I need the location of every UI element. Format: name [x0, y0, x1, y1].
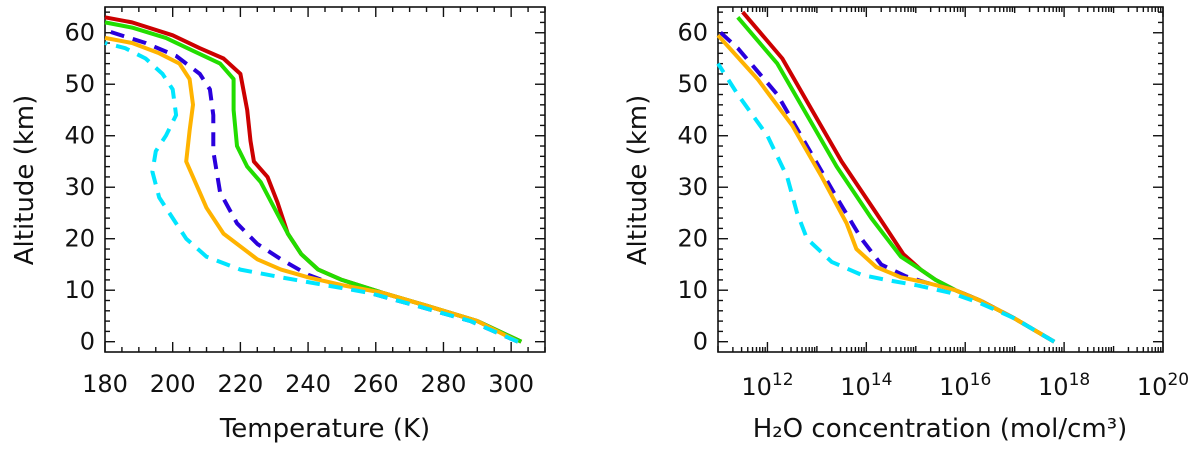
series-blue-line	[716, 28, 1056, 344]
series-orange-line	[104, 35, 519, 344]
x-tick-label: 280	[421, 370, 467, 398]
x-axis-title: H₂O concentration (mol/cm³)	[753, 414, 1128, 444]
x-tick-label: 1016	[939, 370, 991, 401]
tick-marks	[717, 7, 1164, 352]
x-tick-label: 1014	[840, 370, 892, 401]
series-cyan-line	[716, 62, 1056, 344]
x-tick-label: 240	[285, 370, 331, 398]
plot-frame	[717, 6, 1164, 353]
series-layer	[104, 15, 523, 344]
y-tick-label: 40	[64, 122, 95, 150]
x-tick-label: 200	[150, 370, 196, 398]
y-axis-title: Altitude (km)	[623, 95, 653, 266]
series-cyan-line	[104, 41, 519, 344]
temperature-panel: 180 200 220 240 260 280 300 0 10 20 30 40 50 60 Temp…	[10, 6, 546, 444]
y-tick-label: 50	[64, 70, 95, 98]
x-tick-label: 1018	[1038, 370, 1090, 401]
series-orange-line	[716, 33, 1056, 344]
y-tick-label: 20	[677, 225, 708, 253]
x-tick-label: 220	[217, 370, 263, 398]
series-red-line	[741, 10, 1056, 344]
x-tick-label: 1012	[741, 370, 793, 401]
tick-marks	[104, 7, 546, 352]
series-blue-line	[104, 28, 519, 344]
x-axis-title: Temperature (K)	[219, 414, 430, 444]
x-tick-label: 1020	[1137, 370, 1189, 401]
x-tick-labels: 180 200 220 240 260 280 300	[82, 370, 534, 398]
x-tick-labels: 1012 1014 1016 1018 1020	[741, 370, 1189, 401]
y-tick-label: 30	[64, 173, 95, 201]
y-tick-label: 40	[677, 122, 708, 150]
series-layer	[716, 10, 1056, 344]
y-tick-label: 0	[80, 328, 95, 356]
series-red-line	[104, 15, 523, 344]
y-tick-label: 20	[64, 225, 95, 253]
x-tick-label: 300	[488, 370, 534, 398]
y-tick-label: 60	[677, 19, 708, 47]
y-tick-label: 0	[693, 328, 708, 356]
x-tick-label: 180	[82, 370, 128, 398]
y-tick-label: 10	[677, 276, 708, 304]
y-tick-label: 10	[64, 276, 95, 304]
y-axis-title: Altitude (km)	[10, 95, 40, 266]
y-tick-label: 30	[677, 173, 708, 201]
y-tick-labels: 0 10 20 30 40 50 60	[677, 19, 708, 356]
y-tick-label: 50	[677, 70, 708, 98]
series-green-line	[104, 20, 523, 344]
y-tick-label: 60	[64, 19, 95, 47]
x-tick-label: 260	[353, 370, 399, 398]
y-tick-labels: 0 10 20 30 40 50 60	[64, 19, 95, 356]
